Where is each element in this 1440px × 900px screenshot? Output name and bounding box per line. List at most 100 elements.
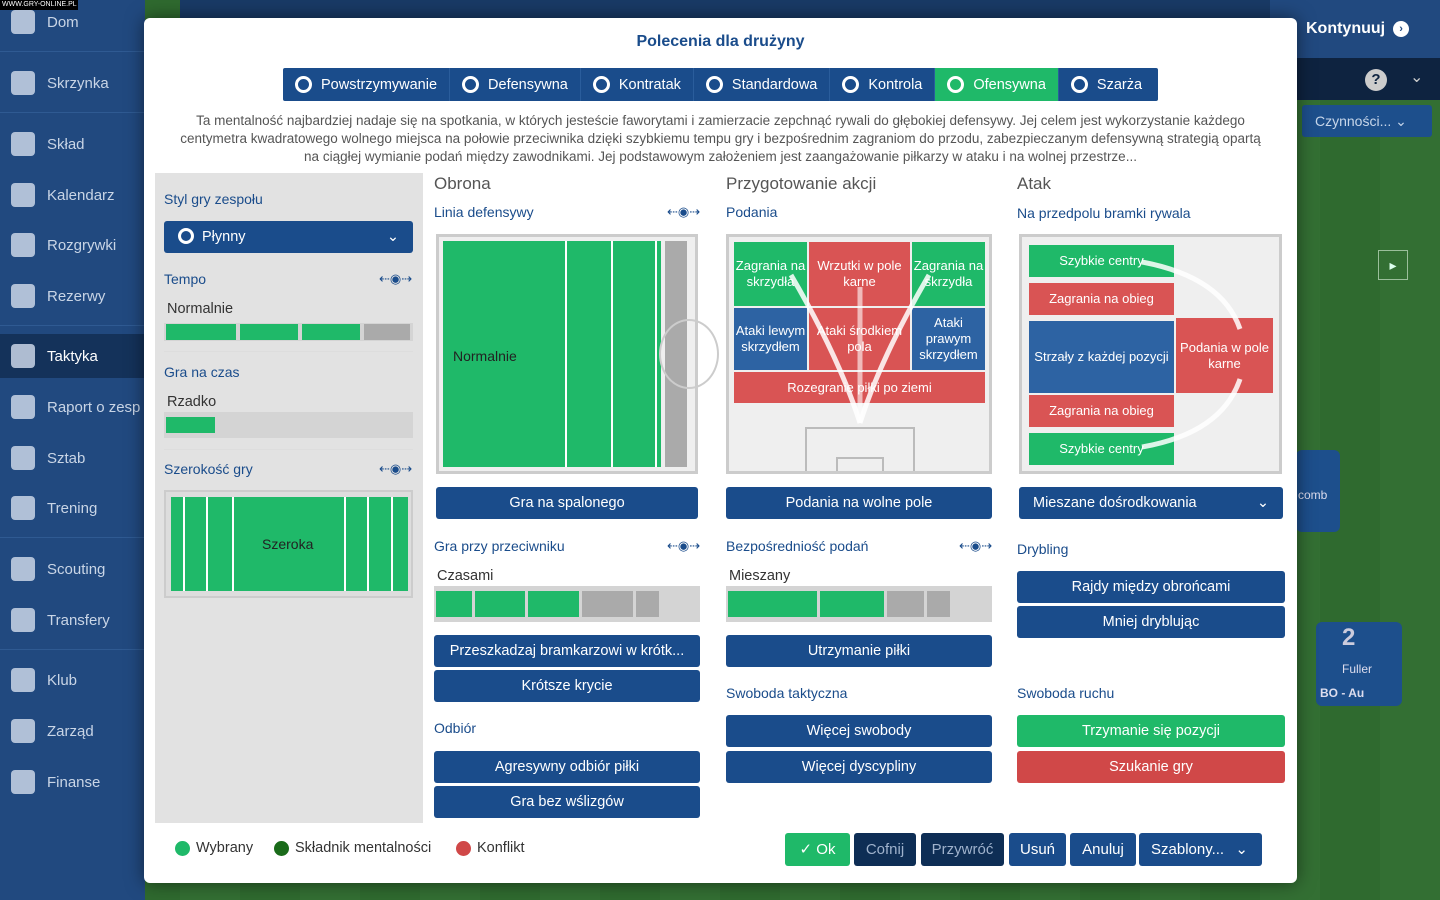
tighter-marking-button[interactable]: Krótsze krycie: [434, 670, 700, 702]
zone-early-cross-bottom[interactable]: Szybkie centry: [1029, 433, 1174, 465]
help-bar: [1270, 58, 1440, 100]
tab-standard[interactable]: Standardowa: [694, 68, 831, 101]
offside-trap-button[interactable]: Gra na spalonego: [436, 487, 698, 519]
player-card-partial[interactable]: comb: [1296, 450, 1340, 532]
defense-heading: Obrona: [434, 174, 491, 193]
roam-button[interactable]: Szukanie gry: [1017, 751, 1285, 783]
sidebar-item-inbox[interactable]: Skrzynka: [0, 61, 145, 105]
sidebar: Dom Skrzynka Skład Kalendarz Rozgrywki R…: [0, 0, 145, 900]
sidebar-item-label: Skład: [47, 135, 85, 153]
time-wasting-fill: [166, 417, 215, 433]
pass-into-space-button[interactable]: Podania na wolne pole: [726, 487, 992, 519]
stay-on-feet-button[interactable]: Gra bez wślizgów: [434, 786, 700, 818]
tab-label: Kontrola: [868, 76, 923, 93]
chevron-down-icon[interactable]: ⌄: [1410, 69, 1424, 86]
sidebar-item-finances[interactable]: Finanse: [0, 760, 145, 804]
distribute-keeper-button[interactable]: Przeszkadzaj bramkarzowi w krótk...: [434, 635, 700, 667]
training-icon: [11, 496, 35, 520]
sidebar-item-reserves[interactable]: Rezerwy: [0, 274, 145, 318]
sidebar-item-staff[interactable]: Sztab: [0, 436, 145, 480]
zone-overlap-top[interactable]: Zagrania na obieg: [1029, 283, 1174, 315]
directness-value: Mieszany: [729, 568, 791, 584]
more-discipline-button[interactable]: Więcej dyscypliny: [726, 751, 992, 783]
restore-button[interactable]: Przywróć: [921, 833, 1004, 866]
sidebar-item-label: Finanse: [47, 773, 101, 791]
sidebar-item-tactics[interactable]: Taktyka: [0, 334, 145, 378]
zone-into-box[interactable]: Podania w pole karne: [1176, 318, 1273, 393]
continue-button[interactable]: Kontynuuj ›: [1270, 0, 1440, 58]
retain-possession-button[interactable]: Utrzymanie piłki: [726, 635, 992, 667]
standard-icon: [705, 76, 723, 93]
zone-wide-left[interactable]: Zagrania na skrzydła: [734, 242, 807, 306]
sidebar-item-calendar[interactable]: Kalendarz: [0, 173, 145, 217]
engagement-segment: [636, 591, 659, 617]
final-third-pitch[interactable]: Szybkie centry Zagrania na obieg Strzały…: [1019, 234, 1282, 474]
sidebar-item-competitions[interactable]: Rozgrywki: [0, 223, 145, 267]
toggle-icon[interactable]: ⇠◉⇢: [667, 204, 701, 219]
pitch-line: [344, 497, 346, 591]
passing-pitch[interactable]: Zagrania na skrzydła Wrzutki w pole karn…: [726, 234, 992, 474]
engagement-segment: [528, 591, 579, 617]
toggle-icon[interactable]: ⇠◉⇢: [959, 538, 993, 553]
style-dropdown[interactable]: Płynny ⌄: [164, 221, 413, 253]
player-card[interactable]: 2 Fuller BO - Au: [1316, 622, 1402, 706]
run-at-defence-button[interactable]: Rajdy między obrońcami: [1017, 571, 1285, 603]
hold-position-button[interactable]: Trzymanie się pozycji: [1017, 715, 1285, 747]
tab-label: Ofensywna: [973, 76, 1046, 93]
goal-box: [836, 457, 884, 471]
legend-selected-icon: [175, 841, 190, 856]
zone-overlap-bottom[interactable]: Zagrania na obieg: [1029, 395, 1174, 427]
overload-icon: [1070, 76, 1088, 93]
sidebar-item-squad[interactable]: Skład: [0, 122, 145, 166]
sidebar-item-scouting[interactable]: Scouting: [0, 547, 145, 591]
actions-dropdown[interactable]: Czynności... ⌄: [1302, 105, 1432, 137]
cancel-button[interactable]: Anuluj: [1070, 833, 1136, 866]
tempo-segment: [240, 324, 298, 340]
sidebar-item-home[interactable]: Dom: [0, 0, 145, 44]
zone-early-cross-top[interactable]: Szybkie centry: [1029, 245, 1174, 277]
tab-counter[interactable]: Kontratak: [581, 68, 694, 101]
panel-toggle-icon[interactable]: ▸: [1378, 250, 1408, 280]
sidebar-item-club[interactable]: Klub: [0, 658, 145, 702]
defensive-line-pitch[interactable]: Normalnie: [436, 234, 719, 474]
sidebar-item-training[interactable]: Trening: [0, 486, 145, 530]
player-name: Fuller: [1342, 662, 1373, 676]
tab-defensive[interactable]: Defensywna: [450, 68, 581, 101]
ok-button[interactable]: ✓ Ok: [785, 833, 850, 866]
crossing-dropdown[interactable]: Mieszane dośrodkowania ⌄: [1019, 487, 1283, 519]
style-value: Płynny: [202, 229, 246, 245]
more-freedom-button[interactable]: Więcej swobody: [726, 715, 992, 747]
fluid-icon: [178, 228, 194, 244]
tab-control[interactable]: Kontrola: [830, 68, 936, 101]
sidebar-item-board[interactable]: Zarząd: [0, 709, 145, 753]
pitch-line: [611, 241, 613, 467]
toggle-icon[interactable]: ⇠◉⇢: [379, 461, 413, 476]
zone-left-wing[interactable]: Ataki lewym skrzydłem: [734, 308, 807, 370]
transfer-icon: [11, 608, 35, 632]
sidebar-item-team-report[interactable]: Raport o zesp: [0, 385, 145, 429]
templates-button[interactable]: Szablony... ⌄: [1139, 833, 1262, 866]
arrow-path: [1141, 378, 1243, 450]
staff-icon: [11, 446, 35, 470]
tab-overload[interactable]: Szarża: [1059, 68, 1154, 101]
help-button[interactable]: ?: [1365, 69, 1387, 91]
delete-button[interactable]: Usuń: [1009, 833, 1066, 866]
aggressive-tackle-button[interactable]: Agresywny odbiór piłki: [434, 751, 700, 783]
toggle-icon[interactable]: ⇠◉⇢: [667, 538, 701, 553]
zone-shoot[interactable]: Strzały z każdej pozycji: [1029, 321, 1174, 393]
shield-icon: [295, 76, 312, 93]
legend-conflict-icon: [456, 841, 471, 856]
attack-icon: [947, 76, 965, 93]
dribble-less-button[interactable]: Mniej dryblując: [1017, 606, 1285, 638]
zone-right-wing[interactable]: Ataki prawym skrzydłem: [912, 308, 985, 370]
tackling-label: Odbiór: [434, 720, 477, 736]
undo-button[interactable]: Cofnij: [854, 833, 916, 866]
toggle-icon[interactable]: ⇠◉⇢: [379, 271, 413, 286]
width-pitch[interactable]: Szeroka: [164, 490, 413, 598]
divider: [164, 351, 413, 352]
tab-contain[interactable]: Powstrzymywanie: [283, 68, 451, 101]
sidebar-item-transfers[interactable]: Transfery: [0, 598, 145, 642]
legend-mentality-icon: [274, 841, 289, 856]
zone-wide-right[interactable]: Zagrania na skrzydła: [912, 242, 985, 306]
tab-attacking[interactable]: Ofensywna: [935, 68, 1059, 101]
